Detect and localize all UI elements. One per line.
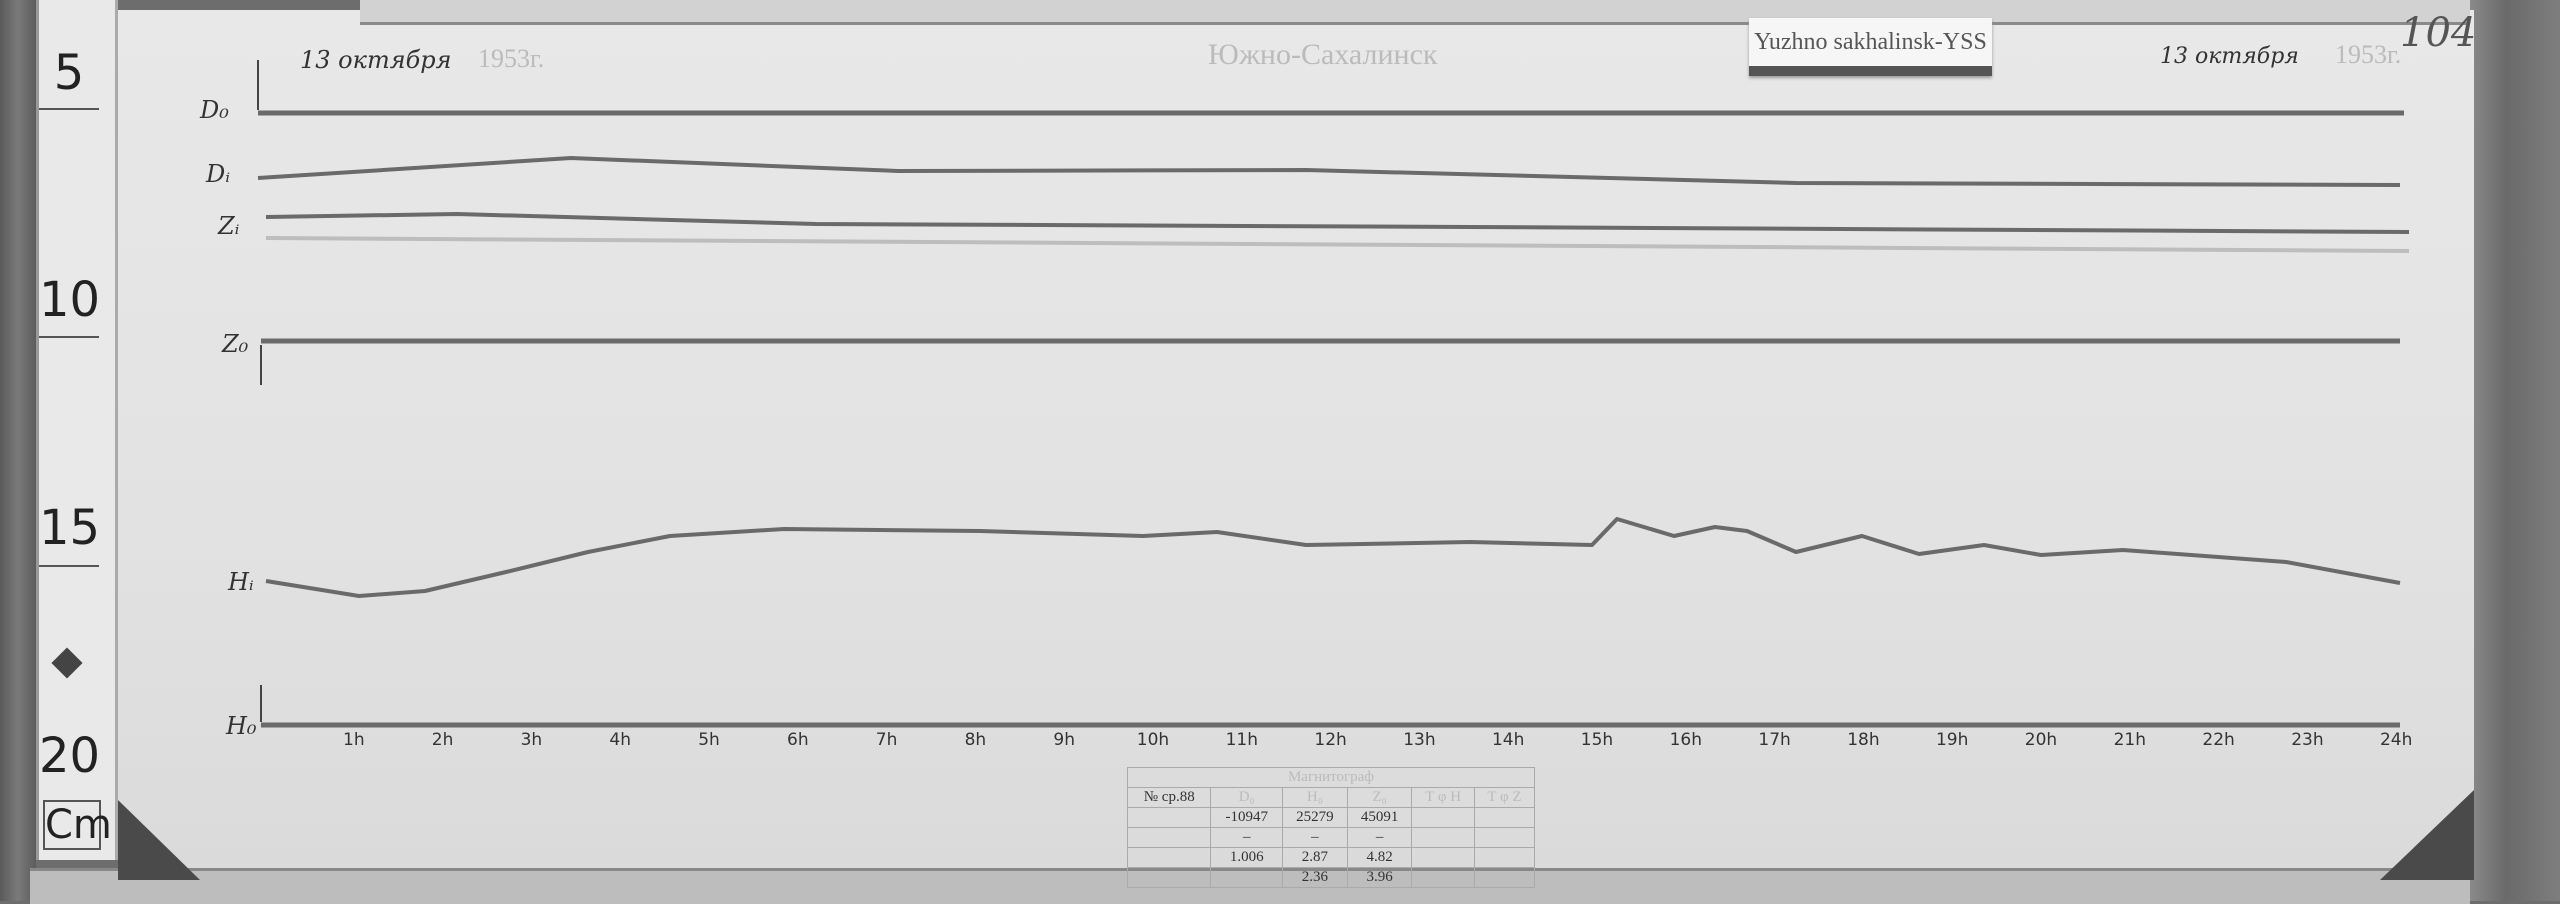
ruler-mark: 5 [53,45,85,101]
ruler-tick [39,108,99,110]
trace-zi-reference [265,236,2410,253]
cell: – [1346,827,1413,848]
hour-label: 18h [1847,730,1880,750]
year-left: 1953г. [478,44,545,73]
cell: – [1282,827,1348,848]
hour-label: 12h [1314,730,1347,750]
corner-mount [2380,790,2474,880]
table-header: Z₀ [1346,787,1413,808]
hour-label: 4h [609,730,631,750]
date-right: 13 октября [2160,44,2299,69]
background-wood-right [2470,0,2560,901]
table-row: 2.36 3.96 [1126,867,1536,888]
table-header: D₀ [1210,787,1284,808]
hour-label: 6h [787,730,809,750]
date-left: 13 октября [300,46,452,74]
scale-ruler: 5 10 15 20 Cm [36,0,118,860]
hour-label: 17h [1758,730,1791,750]
ruler-tick [39,336,99,338]
hour-label: 22h [2202,730,2235,750]
hour-label: 13h [1403,730,1436,750]
ruler-mark: 10 [39,272,101,328]
sheet-number: 104 [2400,10,2477,56]
hour-label: 10h [1136,730,1170,750]
cell: 2.87 [1282,847,1348,868]
table-header: H₀ [1282,787,1348,808]
table-header: T φ H [1411,787,1475,808]
station-card: Yuzhno sakhalinsk-YSS [1749,18,1992,76]
ruler-unit: Cm [43,800,112,850]
cell: – [1210,827,1284,848]
label-zi: Zᵢ [218,212,240,240]
calibration-table: Магнитограф № ср.88 D₀ H₀ Z₀ T φ H T φ Z… [1126,767,1536,888]
hour-label: 24h [2379,730,2413,750]
label-d0: D₀ [200,96,229,124]
cell: 25279 [1282,807,1348,828]
corner-mount [118,800,200,880]
hour-label: 3h [520,730,543,750]
ruler-mark: 20 [39,728,101,784]
hour-label: 7h [875,730,898,750]
cell: 3.96 [1346,867,1413,888]
cell: 2.36 [1282,867,1348,888]
label-h0: H₀ [226,712,257,740]
trace-di [257,156,2401,187]
year-right: 1953г. [2335,40,2402,69]
station-card-text: Yuzhno sakhalinsk-YSS [1754,29,1987,55]
top-clamp [360,0,2470,25]
background-wood-left [0,0,36,901]
trace-zi [265,212,2410,234]
cell: 45091 [1346,807,1413,828]
hour-label: 21h [2113,730,2146,750]
hour-label: 23h [2291,730,2324,750]
hour-label: 20h [2024,730,2058,750]
hour-label: 11h [1225,730,1258,750]
magnetogram-sheet [118,10,2474,880]
station-stamp: Южно-Сахалинск [1208,38,1438,71]
hour-label: 9h [1053,730,1075,750]
cell [1210,867,1284,888]
cell: 1.006 [1210,847,1284,868]
table-title: Магнитограф [1127,767,1535,788]
hour-label: 1h [343,730,365,750]
cell: -10947 [1210,807,1284,828]
hour-label: 19h [1935,730,1969,750]
hour-label: 16h [1669,730,1702,750]
table-row: – – – [1126,827,1536,848]
label-di: Dᵢ [206,160,231,188]
table-row: -10947 25279 45091 [1126,807,1536,828]
hour-label: 15h [1580,730,1614,750]
label-z0: Z₀ [222,330,249,358]
hour-label: 8h [964,730,987,750]
hour-label: 14h [1491,730,1525,750]
hour-label: 5h [698,730,720,750]
trace-hi [265,517,2401,598]
ruler-tick [39,565,99,567]
cell: 4.82 [1346,847,1413,868]
hour-label: 2h [431,730,454,750]
table-row: 1.006 2.87 4.82 [1126,847,1536,868]
ruler-mark: 15 [39,500,101,556]
table-instrument: № ср.88 [1126,787,1212,808]
table-header: T φ Z [1473,787,1536,808]
label-hi: Hᵢ [228,568,254,596]
